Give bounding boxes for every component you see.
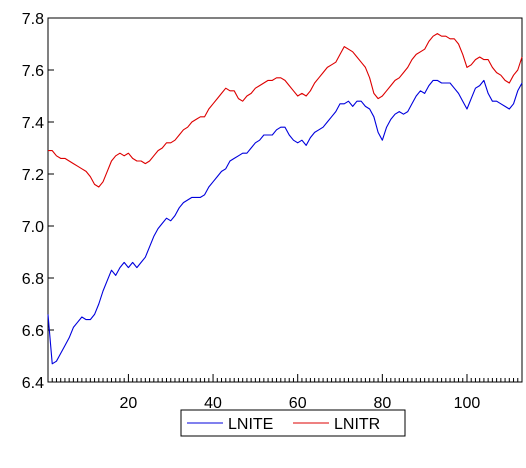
x-axis-tick-labels: 20 40 60 80 100 (120, 395, 481, 412)
legend-label-lnitr: LNITR (334, 416, 380, 433)
x-tick-label: 60 (289, 395, 307, 412)
x-tick-label: 20 (120, 395, 138, 412)
y-tick-label: 6.4 (22, 375, 44, 392)
y-tick-label: 7.6 (22, 63, 44, 80)
y-tick-label: 6.8 (22, 271, 44, 288)
x-axis-ticks (47, 374, 523, 382)
series-line-lnite (47, 79, 523, 365)
y-axis-tick-labels: 6.4 6.6 6.8 7.0 7.2 7.4 7.6 7.8 (22, 11, 44, 392)
x-tick-label: 80 (373, 395, 391, 412)
legend-label-lnite: LNITE (228, 416, 273, 433)
y-tick-label: 7.0 (22, 219, 44, 236)
series-line-lnitr (48, 33, 523, 188)
y-tick-label: 7.8 (22, 11, 44, 28)
series-lines (47, 33, 523, 365)
y-tick-label: 7.2 (22, 167, 44, 184)
legend: LNITE LNITR (180, 409, 406, 437)
y-tick-label: 6.6 (22, 323, 44, 340)
y-tick-label: 7.4 (22, 115, 44, 132)
plot-area-frame (47, 17, 523, 383)
x-tick-label: 100 (454, 395, 481, 412)
x-tick-label: 40 (204, 395, 222, 412)
